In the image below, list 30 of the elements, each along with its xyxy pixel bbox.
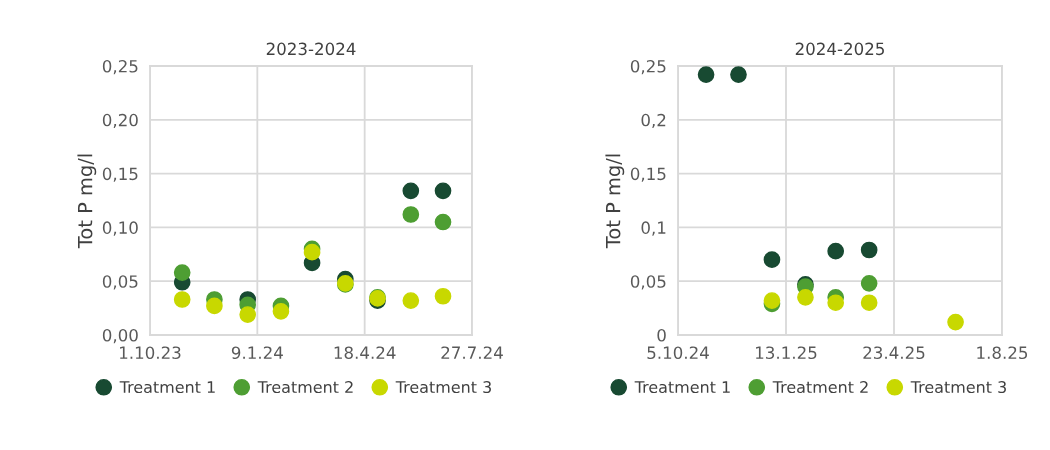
x-tick-label: 1.8.25 bbox=[977, 346, 1028, 360]
legend-label: Treatment 1 bbox=[119, 381, 215, 394]
y-tick-label: 0,05 bbox=[630, 275, 666, 290]
y-tick-label: 0,1 bbox=[641, 221, 666, 236]
y-axis-title: Tot P mg/l bbox=[77, 154, 97, 249]
x-tick-label: 1.10.23 bbox=[120, 346, 181, 360]
x-tick-label: 27.7.24 bbox=[441, 346, 503, 359]
x-tick-label: 18.4.24 bbox=[334, 346, 396, 360]
legend-label: Treatment 2 bbox=[257, 381, 353, 394]
y-tick-label: 0,2 bbox=[641, 113, 666, 129]
legend-label: Treatment 3 bbox=[910, 381, 1006, 394]
chart-title: 2024-2025 bbox=[795, 42, 884, 56]
x-tick-label: 5.10.24 bbox=[647, 346, 709, 360]
y-tick-label: 0,25 bbox=[102, 59, 138, 75]
x-tick-label: 23.4.25 bbox=[863, 346, 925, 360]
y-tick-label: 0 bbox=[657, 328, 666, 342]
y-tick-label: 0,05 bbox=[102, 275, 138, 290]
legend-label: Treatment 1 bbox=[634, 381, 730, 394]
y-tick-label: 0,10 bbox=[102, 221, 138, 236]
x-tick-label: 13.1.25 bbox=[756, 346, 817, 360]
y-axis-title: Tot P mg/l bbox=[605, 154, 625, 249]
chart-title: 2023-2024 bbox=[266, 42, 356, 56]
legend-label: Treatment 2 bbox=[772, 381, 868, 394]
y-tick-label: 0,15 bbox=[630, 167, 666, 182]
legend-label: Treatment 3 bbox=[395, 381, 491, 394]
y-tick-label: 0,15 bbox=[102, 167, 138, 182]
y-tick-label: 0,00 bbox=[102, 328, 138, 344]
y-tick-label: 0,20 bbox=[102, 113, 138, 129]
y-tick-label: 0,25 bbox=[630, 59, 666, 75]
x-tick-label: 9.1.24 bbox=[231, 346, 283, 360]
